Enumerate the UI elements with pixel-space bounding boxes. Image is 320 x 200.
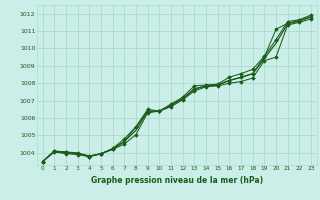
X-axis label: Graphe pression niveau de la mer (hPa): Graphe pression niveau de la mer (hPa): [91, 176, 263, 185]
